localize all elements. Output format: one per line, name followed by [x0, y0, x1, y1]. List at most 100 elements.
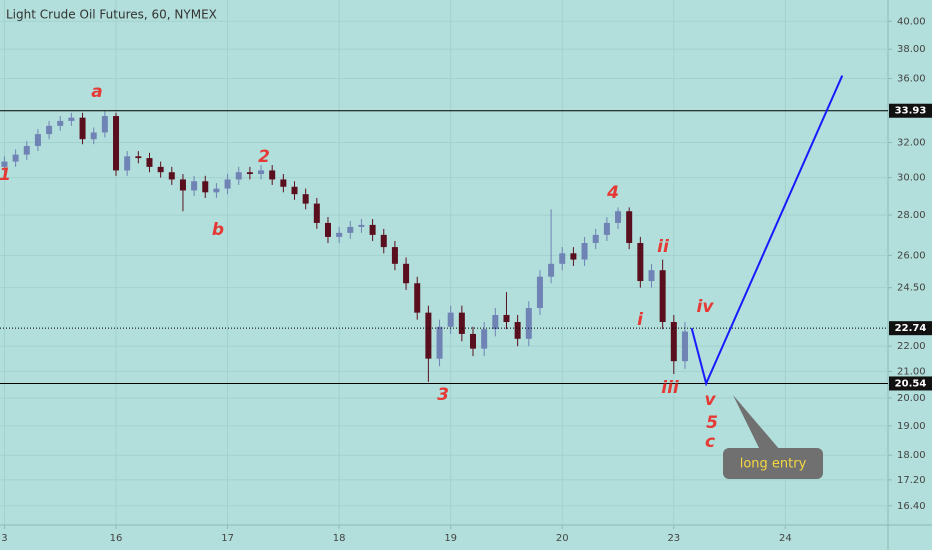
candle-body: [514, 322, 521, 339]
y-tick-label: 21.00: [897, 366, 926, 377]
projection-line: [690, 75, 844, 387]
candle-body: [425, 312, 432, 359]
candle-body: [157, 166, 164, 173]
x-tick-label: 19: [444, 533, 457, 544]
candle-body: [213, 188, 220, 193]
candle-body: [536, 276, 543, 309]
candle-body: [414, 283, 421, 313]
candle-body: [447, 312, 454, 327]
candle-body: [470, 333, 477, 349]
candle-body: [659, 270, 666, 323]
candle-body: [280, 179, 287, 187]
candle-body: [1, 161, 8, 167]
callout-pointer: [733, 395, 780, 450]
candle-body: [313, 203, 320, 223]
y-tick-label: 20.00: [897, 393, 926, 404]
candle-body: [436, 326, 443, 359]
x-tick-label: 20: [556, 533, 569, 544]
candle-body: [548, 263, 555, 277]
x-tick-label: 24: [779, 533, 792, 544]
candle-body: [57, 120, 64, 126]
candle-body: [34, 134, 41, 146]
candle-body: [380, 234, 387, 248]
candle-body: [101, 116, 108, 133]
candle-body: [90, 132, 97, 140]
candle-body: [202, 181, 209, 193]
candle-body: [224, 179, 231, 189]
candle-body: [458, 312, 465, 334]
candle-body: [391, 247, 398, 264]
candle-body: [179, 179, 186, 191]
x-tick-label: 3: [1, 533, 7, 544]
wave-label: 2: [258, 147, 270, 167]
candle-body: [336, 232, 343, 237]
candle-body: [12, 154, 19, 162]
price-label-box: [889, 321, 932, 336]
candle-body: [492, 314, 499, 330]
candle-body: [191, 181, 198, 191]
wave-label: v: [704, 390, 716, 410]
y-tick-label: 28.00: [897, 210, 926, 221]
y-tick-label: 36.00: [897, 74, 926, 85]
candle-body: [615, 211, 622, 223]
candle-body: [503, 314, 510, 323]
x-tick-label: 23: [667, 533, 680, 544]
candle-body: [79, 117, 86, 140]
candle-body: [135, 156, 142, 159]
wave-label: ii: [657, 237, 670, 257]
candle-body: [246, 172, 253, 175]
callout-box: [723, 448, 823, 479]
price-label-box: [889, 376, 932, 391]
y-tick-label: 22.00: [897, 341, 926, 352]
y-tick-label: 18.00: [897, 450, 926, 461]
wave-label: 4: [606, 183, 619, 203]
y-tick-label: 26.00: [897, 250, 926, 261]
candle-body: [559, 253, 566, 264]
candle-body: [358, 224, 365, 227]
price-label: 33.93: [895, 106, 927, 117]
wave-label: c: [705, 432, 715, 452]
candle-body: [146, 158, 153, 167]
candle-body: [481, 329, 488, 349]
candle-body: [603, 222, 610, 235]
wave-label: b: [212, 220, 224, 240]
candle-body: [369, 224, 376, 235]
candle-body: [269, 170, 276, 180]
wave-label: i: [637, 310, 644, 330]
candle-body: [324, 222, 331, 237]
wave-label: 3: [437, 385, 449, 405]
y-tick-label: 32.00: [897, 138, 926, 149]
chart-title: Light Crude Oil Futures, 60, NYMEX: [6, 8, 217, 22]
candle-body: [626, 211, 633, 243]
y-tick-label: 38.00: [897, 44, 926, 55]
candle-body: [681, 331, 688, 362]
candle-body: [637, 242, 644, 282]
wave-label: iv: [697, 297, 715, 317]
candle-body: [291, 186, 298, 195]
price-label: 20.54: [895, 378, 927, 389]
wave-label: 1: [0, 165, 11, 185]
candle-body: [670, 322, 677, 362]
x-tick-label: 18: [333, 533, 346, 544]
candle-body: [525, 308, 532, 339]
wave-label: a: [91, 82, 102, 102]
x-tick-label: 17: [221, 533, 234, 544]
candle-body: [570, 253, 577, 260]
candle-body: [592, 234, 599, 243]
wave-label: iii: [661, 378, 680, 398]
price-label-box: [889, 103, 932, 118]
candle-body: [23, 145, 30, 155]
candle-body: [302, 194, 309, 204]
candle-body: [403, 263, 410, 284]
candle-body: [347, 226, 354, 233]
candle-body: [124, 156, 131, 171]
y-tick-label: 17.20: [897, 475, 926, 486]
callout-text: long entry: [740, 457, 807, 472]
candle-body: [235, 172, 242, 180]
wave-label: 5: [706, 413, 718, 433]
candle-body: [648, 270, 655, 282]
candle-body: [581, 242, 588, 260]
y-tick-label: 30.00: [897, 173, 926, 184]
